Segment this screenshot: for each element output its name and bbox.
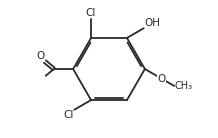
Text: Cl: Cl	[86, 8, 96, 18]
Text: O: O	[36, 51, 44, 61]
Text: CH₃: CH₃	[175, 81, 193, 91]
Text: OH: OH	[144, 18, 160, 28]
Text: Cl: Cl	[63, 110, 74, 120]
Text: O: O	[157, 74, 166, 84]
